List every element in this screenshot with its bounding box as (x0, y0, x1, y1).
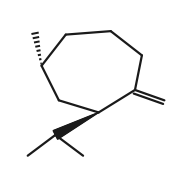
Polygon shape (53, 112, 99, 139)
